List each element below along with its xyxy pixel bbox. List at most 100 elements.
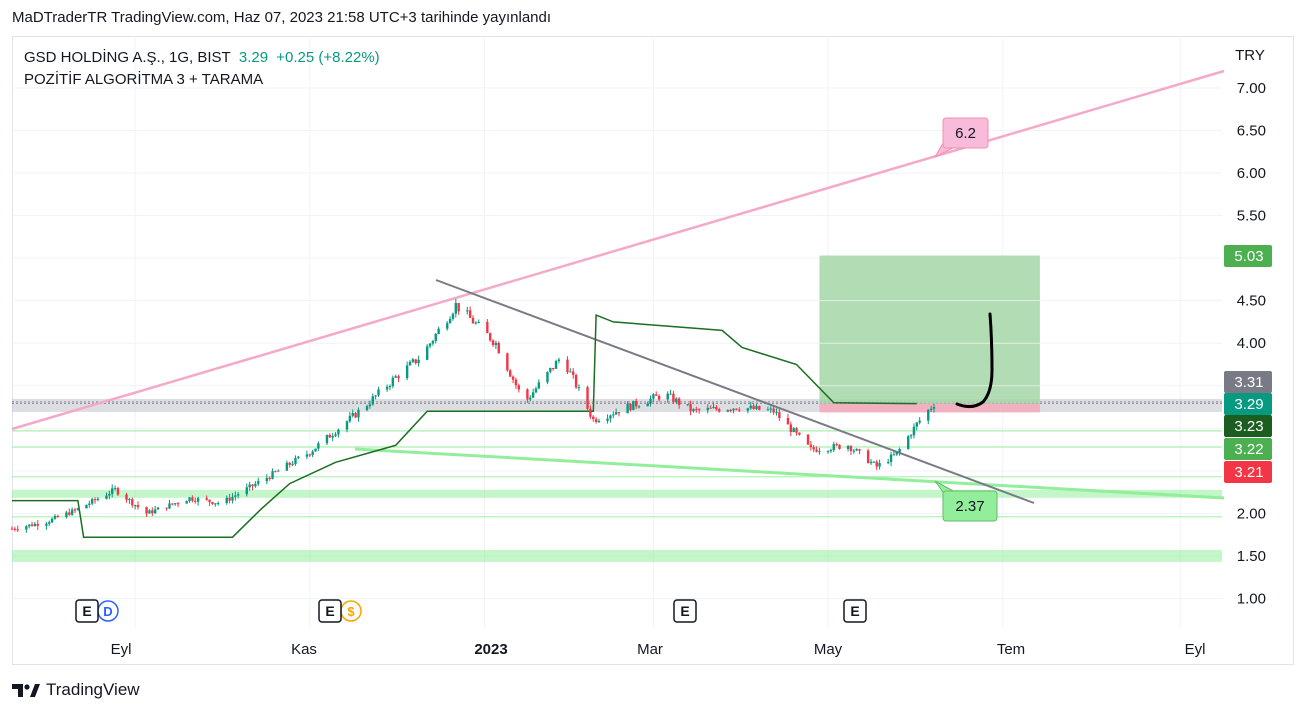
- candle-body: [136, 505, 140, 508]
- candle-body: [457, 302, 460, 312]
- axis-price-label-text: 5.03: [1234, 248, 1263, 265]
- indicator-step-line: [12, 314, 917, 538]
- candle-body: [632, 400, 635, 411]
- candle-body: [225, 497, 228, 504]
- x-tick-label: Mar: [637, 641, 663, 658]
- candle-body: [511, 376, 515, 380]
- candle-body: [675, 398, 678, 403]
- candle-body: [33, 523, 37, 527]
- earnings-marker-box: [843, 599, 867, 623]
- candle-body: [537, 382, 541, 389]
- earnings-marker-box: [75, 599, 99, 623]
- x-tick-label: May: [814, 641, 843, 658]
- candle-body: [254, 483, 257, 487]
- y-tick-label: 7.00: [1237, 80, 1266, 97]
- candle-body: [125, 494, 128, 500]
- candle-body: [775, 412, 778, 414]
- candle-body: [869, 461, 873, 464]
- tradingview-brand[interactable]: TradingView: [12, 680, 140, 700]
- candle-body: [786, 417, 790, 425]
- candle-body: [855, 449, 858, 451]
- chart-frame[interactable]: [12, 36, 1294, 665]
- indicator-line: [12, 314, 917, 538]
- candle-body: [437, 328, 440, 334]
- indicator-title[interactable]: POZİTİF ALGORİTMA 3 + TARAMA: [24, 71, 264, 88]
- candle-body: [93, 499, 97, 501]
- candle-body: [892, 454, 896, 456]
- candle-body: [194, 500, 197, 502]
- candle-body: [715, 406, 718, 410]
- price-change: +0.25 (+8.22%): [276, 49, 380, 66]
- candle-body: [549, 367, 552, 372]
- candle-body: [517, 385, 521, 390]
- candle-body: [609, 415, 612, 419]
- candle-body: [405, 365, 409, 379]
- earnings-event-icon[interactable]: DE: [75, 599, 119, 623]
- candle-body: [285, 462, 289, 471]
- candle-body: [417, 359, 420, 364]
- y-tick-label: 6.50: [1237, 122, 1266, 139]
- candle-body: [468, 310, 472, 318]
- candle-body: [709, 407, 712, 409]
- candle-body: [257, 481, 260, 484]
- axis-price-label-text: 3.22: [1234, 441, 1263, 458]
- grid-lines: [12, 38, 1222, 628]
- candle-body: [374, 395, 377, 397]
- candles: [10, 298, 936, 533]
- candle-body: [875, 461, 878, 467]
- candle-body: [176, 503, 180, 505]
- candle-body: [153, 509, 157, 514]
- candle-body: [514, 379, 518, 386]
- candle-body: [234, 495, 237, 497]
- candle-body: [592, 416, 595, 420]
- candle-body: [655, 394, 658, 396]
- earnings-event-icon[interactable]: E: [843, 599, 867, 623]
- candle-body: [105, 495, 108, 499]
- candle-body: [491, 340, 495, 346]
- candle-body: [70, 509, 74, 515]
- stop-zone: [819, 403, 1040, 413]
- candle-body: [156, 507, 160, 510]
- symbol-title[interactable]: GSD HOLDİNG A.Ş., 1G, BIST: [24, 49, 231, 66]
- candle-body: [268, 478, 271, 480]
- candle-body: [53, 516, 57, 519]
- candle-body: [214, 503, 217, 505]
- candle-body: [185, 501, 188, 504]
- currency-label: TRY: [1235, 47, 1265, 64]
- pink-trend-line: [11, 69, 1225, 431]
- candle-body: [809, 444, 813, 448]
- x-tick-label: Kas: [291, 641, 317, 658]
- earnings-event-icon[interactable]: E: [673, 599, 697, 623]
- candle-body: [348, 415, 352, 422]
- earnings-event-icon[interactable]: $E: [318, 599, 362, 623]
- candle-body: [228, 497, 231, 501]
- candle-body: [909, 435, 913, 437]
- candle-body: [806, 434, 810, 445]
- candle-body: [735, 408, 738, 410]
- earnings-marker-label: E: [325, 603, 334, 619]
- candle-body: [534, 388, 538, 393]
- candle-body: [832, 444, 835, 450]
- y-tick-label: 5.50: [1237, 208, 1266, 225]
- publish-info: MaDTraderTR TradingView.com, Haz 07, 202…: [12, 9, 552, 26]
- candle-body: [546, 371, 549, 383]
- callout-text: 2.37: [955, 498, 984, 515]
- candle-body: [497, 342, 500, 354]
- candle-body: [626, 403, 629, 414]
- candle-body: [915, 422, 919, 427]
- candle-body: [927, 409, 930, 421]
- candle-body: [96, 498, 100, 501]
- event-markers: DE $E E E: [75, 599, 867, 623]
- candle-body: [617, 412, 621, 414]
- candle-body: [431, 340, 435, 344]
- candle-body: [815, 449, 818, 452]
- candle-body: [308, 454, 311, 456]
- candle-body: [25, 526, 28, 530]
- candle-body: [574, 374, 578, 388]
- candle-body: [706, 407, 709, 411]
- candle-body: [357, 409, 360, 418]
- target-box: [819, 255, 1040, 413]
- candle-body: [531, 392, 535, 398]
- candle-body: [365, 406, 369, 410]
